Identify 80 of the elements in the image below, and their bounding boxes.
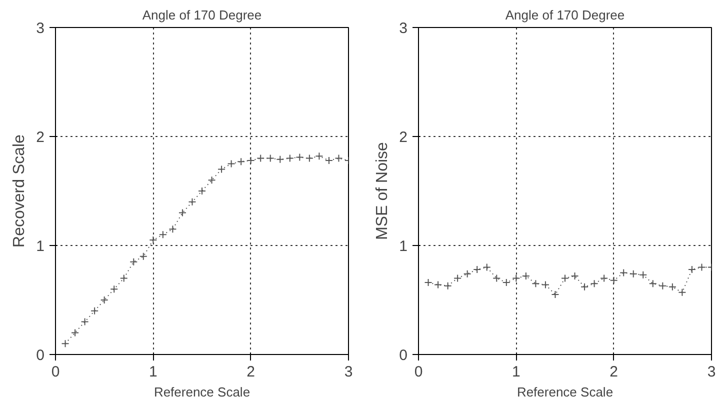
y-tick-label: 2 xyxy=(399,129,408,146)
point xyxy=(80,318,89,326)
point xyxy=(100,296,108,304)
y-axis-title: MSE of Noise xyxy=(374,142,392,240)
point xyxy=(639,270,648,279)
x-tick-label: 3 xyxy=(344,364,353,380)
x-tick-label: 3 xyxy=(707,364,716,380)
point xyxy=(139,252,148,260)
point xyxy=(678,288,686,296)
point xyxy=(178,208,186,217)
point xyxy=(648,280,657,288)
point xyxy=(276,155,284,164)
point xyxy=(90,306,99,315)
chart-title: Angle of 170 Degree xyxy=(505,8,625,22)
y-tick-label: 2 xyxy=(36,129,44,146)
point xyxy=(198,187,206,195)
point xyxy=(227,160,236,168)
y-tick-label: 0 xyxy=(399,347,408,364)
y-axis-title: Recoverd Scale xyxy=(11,134,28,248)
x-tick-label: 2 xyxy=(610,364,618,380)
point xyxy=(620,268,628,277)
x-tick-label: 0 xyxy=(414,364,423,380)
point xyxy=(492,274,501,282)
point xyxy=(580,282,589,291)
y-tick-label: 3 xyxy=(399,20,408,37)
y-tick-label: 0 xyxy=(36,347,44,364)
point xyxy=(668,282,676,291)
point xyxy=(305,154,314,162)
point xyxy=(600,274,608,282)
point xyxy=(208,176,216,184)
point xyxy=(688,265,696,274)
y-tick-label: 3 xyxy=(36,20,44,37)
point xyxy=(168,225,177,234)
point xyxy=(188,198,196,206)
point xyxy=(551,290,560,299)
x-tick-label: 1 xyxy=(512,364,520,380)
point xyxy=(424,278,432,287)
point xyxy=(629,270,638,278)
point xyxy=(324,156,333,164)
y-tick-label: 1 xyxy=(399,238,408,255)
point xyxy=(482,263,491,272)
point xyxy=(473,265,482,274)
point xyxy=(561,274,569,282)
point xyxy=(502,278,510,287)
point xyxy=(590,280,598,288)
x-axis-title: Reference Scale xyxy=(516,384,614,400)
x-tick-label: 1 xyxy=(148,364,158,380)
point xyxy=(286,154,294,162)
point xyxy=(658,282,667,290)
point xyxy=(434,280,442,289)
point xyxy=(61,340,70,348)
point xyxy=(570,272,579,280)
y-tick-label: 1 xyxy=(36,238,44,255)
point xyxy=(444,282,452,290)
point xyxy=(541,280,550,289)
point xyxy=(315,152,324,160)
point xyxy=(237,158,246,166)
point xyxy=(463,270,472,278)
point xyxy=(334,154,343,162)
point xyxy=(522,272,530,280)
point xyxy=(149,236,158,244)
point xyxy=(71,328,80,337)
point xyxy=(698,263,706,272)
x-axis-title: Reference Scale xyxy=(154,384,250,400)
point xyxy=(610,276,618,284)
x-tick-label: 2 xyxy=(246,364,256,380)
point xyxy=(266,154,274,162)
point xyxy=(454,274,462,282)
x-tick-label: 0 xyxy=(51,364,60,380)
point xyxy=(256,154,265,162)
point xyxy=(532,280,540,288)
point xyxy=(120,274,128,282)
point xyxy=(512,274,520,282)
point xyxy=(246,156,255,164)
point xyxy=(218,165,226,174)
point xyxy=(110,285,118,294)
point xyxy=(158,230,167,239)
point xyxy=(296,153,304,162)
point xyxy=(130,258,138,266)
chart-title: Angle of 170 Degree xyxy=(142,8,262,22)
